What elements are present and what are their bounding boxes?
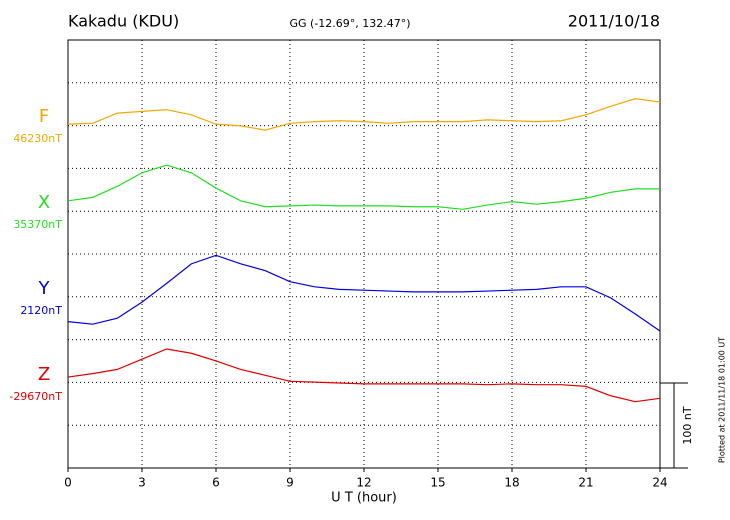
series-line xyxy=(67,348,661,403)
x-tick-label: 0 xyxy=(64,476,72,490)
series-line xyxy=(67,254,661,332)
x-axis-label: U T (hour) xyxy=(331,491,397,506)
series-name: X xyxy=(38,192,50,213)
scale-bar-label: 100 nT xyxy=(681,406,694,444)
x-tick-label: 15 xyxy=(430,476,445,490)
series-name: Z xyxy=(38,364,50,385)
chart-subtitle: GG (-12.69°, 132.47°) xyxy=(289,17,410,30)
x-tick-label: 3 xyxy=(138,476,146,490)
x-tick-label: 18 xyxy=(504,476,519,490)
footnote: Plotted at 2011/11/18 01:00 UT xyxy=(718,337,727,463)
chart-date: 2011/10/18 xyxy=(568,12,660,31)
x-tick-label: 6 xyxy=(212,476,220,490)
series-base-label: 46230nT xyxy=(13,132,62,145)
series-line xyxy=(67,98,661,131)
series-base-label: 2120nT xyxy=(20,304,62,317)
series-name: F xyxy=(39,106,49,127)
series-base-label: -29670nT xyxy=(9,390,62,403)
chart-title: Kakadu (KDU) xyxy=(68,12,179,31)
x-tick-label: 21 xyxy=(578,476,593,490)
series-base-label: 35370nT xyxy=(13,218,62,231)
x-tick-label: 24 xyxy=(652,476,667,490)
x-tick-label: 9 xyxy=(286,476,294,490)
x-tick-label: 12 xyxy=(356,476,371,490)
series-name: Y xyxy=(38,278,51,299)
series-line xyxy=(67,164,660,210)
